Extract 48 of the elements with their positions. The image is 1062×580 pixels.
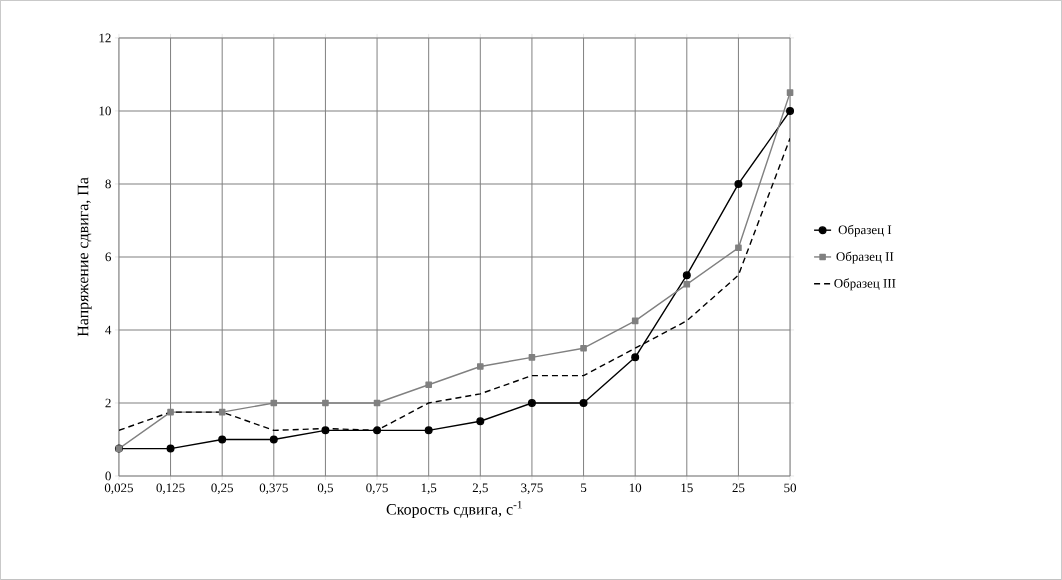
x-tick-label: 10 <box>629 483 642 493</box>
point <box>425 381 432 389</box>
x-tick-label: 50 <box>784 483 797 493</box>
point <box>321 426 330 435</box>
point <box>786 106 795 115</box>
y-tick-label: 0 <box>105 471 111 481</box>
y-axis-title: Напряжение сдвига, Па <box>77 177 92 337</box>
point <box>528 354 536 361</box>
point <box>786 89 794 97</box>
y-tick-label: 4 <box>105 325 112 335</box>
x-tick-label: 15 <box>681 483 693 493</box>
point <box>683 281 691 288</box>
legend-label: Образец I <box>838 224 892 237</box>
point <box>682 271 691 280</box>
x-tick-label: 25 <box>732 483 745 493</box>
x-tick-label: 0,75 <box>366 483 388 495</box>
x-tick-label: 1,5 <box>421 483 437 495</box>
x-tick-label: 0,5 <box>317 483 334 495</box>
point <box>269 435 278 444</box>
point <box>527 399 536 408</box>
x-tick-label: 0,125 <box>156 483 185 495</box>
y-tick-label: 2 <box>105 398 111 408</box>
y-tick-label: 12 <box>99 33 111 43</box>
y-tick-label: 10 <box>99 106 111 116</box>
x-tick-label: 0,375 <box>259 483 288 495</box>
y-tick-label: 6 <box>105 252 112 262</box>
point <box>579 399 588 408</box>
x-tick-label: 2,5 <box>472 483 488 495</box>
x-axis-title: Скорость сдвига, с$^{-1}$ <box>386 501 522 519</box>
point <box>424 426 433 435</box>
point <box>218 435 227 444</box>
legend-label: Образец II <box>836 251 894 264</box>
x-tick-label: 5 <box>581 483 587 493</box>
point <box>373 426 382 435</box>
point <box>167 408 174 416</box>
point <box>631 353 640 362</box>
point <box>476 417 485 426</box>
point <box>580 344 587 352</box>
point <box>477 363 484 370</box>
x-tick-label: 0,25 <box>211 483 233 495</box>
point <box>166 444 175 453</box>
legend-label: Образец III <box>834 278 896 291</box>
point <box>734 179 743 188</box>
point <box>322 399 329 407</box>
x-tick-label: 3,75 <box>521 483 543 495</box>
point <box>735 244 742 252</box>
x-tick-label: 0,025 <box>104 483 133 495</box>
y-tick-label: 8 <box>105 179 111 189</box>
